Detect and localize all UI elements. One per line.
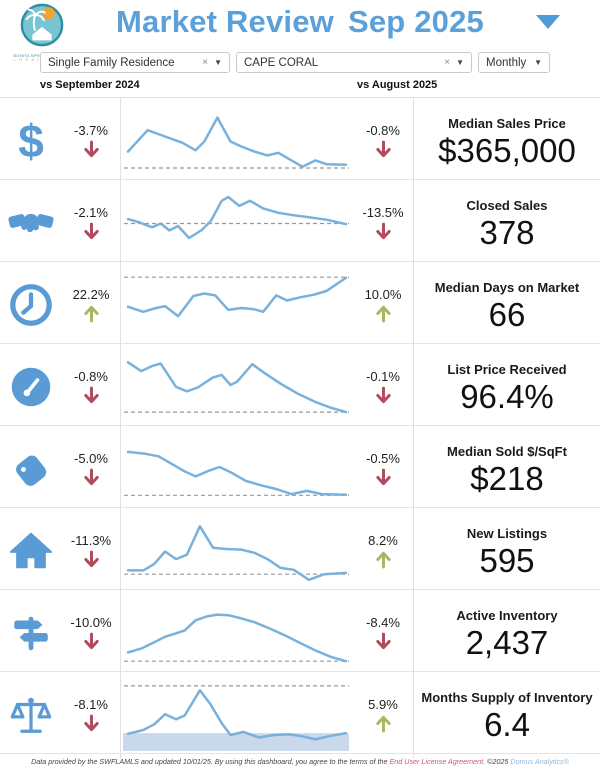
metric-row-active-inventory: -10.0% -8.4% Active Inventory 2,437 xyxy=(0,589,600,676)
metric-name: Median Days on Market xyxy=(434,279,580,295)
eula-link[interactable]: End User License Agreement. xyxy=(389,757,486,766)
gauge-icon xyxy=(0,365,62,409)
chevron-down-icon[interactable]: ▼ xyxy=(456,58,464,67)
trend-arrow-icon xyxy=(375,632,391,649)
dollar-icon: $ xyxy=(18,115,44,167)
yoy-change-value: -3.7% xyxy=(74,122,108,138)
metric-row-median-days-on-market: 22.2% 10.0% Median Days on Market 66 xyxy=(0,261,600,348)
sparkline-chart xyxy=(120,508,353,594)
clear-filter-icon[interactable]: × xyxy=(444,57,451,68)
property-type-value: Single Family Residence xyxy=(48,56,175,69)
trend-arrow-icon xyxy=(83,468,99,485)
report-period: Sep 2025 xyxy=(347,4,484,39)
yoy-change-value: 22.2% xyxy=(72,286,110,302)
mom-change-value: 10.0% xyxy=(364,286,402,302)
footer-disclaimer: Data provided by the SWFLAMLS and update… xyxy=(0,757,600,766)
metric-row-list-price-received: -0.8% -0.1% List Price Received 96.4% xyxy=(0,343,600,430)
yoy-change-value: -5.0% xyxy=(74,450,108,466)
footer-copyright: ©2025 xyxy=(485,757,511,766)
sparkline-chart xyxy=(120,344,353,430)
trend-arrow-icon xyxy=(83,305,99,322)
mom-comparison-label: vs August 2025 xyxy=(357,79,438,91)
yoy-change-value: -11.3% xyxy=(70,532,112,548)
page-title-text: Market Review xyxy=(115,4,334,39)
clear-filter-icon[interactable]: × xyxy=(202,57,209,68)
metric-name: Months Supply of Inventory xyxy=(421,689,593,705)
trend-arrow-icon xyxy=(83,632,99,649)
yoy-change-value: -10.0% xyxy=(70,614,112,630)
metric-row-closed-sales: -2.1% -13.5% Closed Sales 378 xyxy=(0,179,600,266)
metric-name: Active Inventory xyxy=(456,607,558,623)
mom-change-value: 8.2% xyxy=(368,532,398,548)
metric-value: 595 xyxy=(479,541,535,579)
period-dropdown-caret-icon[interactable] xyxy=(536,15,560,29)
yoy-change-value: -0.8% xyxy=(74,368,108,384)
house-icon xyxy=(0,528,62,574)
mom-change-value: -8.4% xyxy=(366,614,400,630)
tag-icon xyxy=(0,446,62,492)
trend-arrow-icon xyxy=(375,222,391,239)
metric-value: 6.4 xyxy=(484,705,530,743)
metrics-table: $ -3.7% -0.8% Median Sales Price $365,00… xyxy=(0,97,600,758)
metric-value: 96.4% xyxy=(460,377,554,415)
mom-change-value: 5.9% xyxy=(368,696,398,712)
mom-change-value: -0.5% xyxy=(366,450,400,466)
metric-row-median-sold-per-sqft: -5.0% -0.5% Median Sold $/SqFt $218 xyxy=(0,425,600,512)
mom-change-value: -13.5% xyxy=(362,204,404,220)
sparkline-chart xyxy=(120,672,353,758)
logo-emblem-icon xyxy=(20,3,64,47)
chevron-down-icon[interactable]: ▼ xyxy=(214,58,222,67)
trend-arrow-icon xyxy=(375,551,391,568)
trend-arrow-icon xyxy=(83,550,99,567)
footer-text: Data provided by the SWFLAMLS and update… xyxy=(31,757,390,766)
yoy-change-value: -8.1% xyxy=(74,696,108,712)
chevron-down-icon[interactable]: ▼ xyxy=(534,58,542,67)
trend-arrow-icon xyxy=(83,714,99,731)
signpost-icon xyxy=(0,610,62,656)
clock-icon xyxy=(0,282,62,328)
metric-value: $218 xyxy=(470,459,544,497)
sparkline-chart xyxy=(120,98,353,184)
brand-link[interactable]: Domus Analytics® xyxy=(510,757,569,766)
trend-arrow-icon xyxy=(83,140,99,157)
page-title: Market Review Sep 2025 xyxy=(116,4,484,39)
trend-arrow-icon xyxy=(375,715,391,732)
metric-value: $365,000 xyxy=(438,131,576,169)
metric-name: New Listings xyxy=(466,525,548,541)
metric-name: Median Sales Price xyxy=(448,115,566,131)
frequency-filter[interactable]: Monthly ▼ xyxy=(478,52,550,73)
scale-icon xyxy=(0,692,62,738)
trend-arrow-icon xyxy=(83,386,99,403)
metric-name: Median Sold $/SqFt xyxy=(447,443,567,459)
metric-row-months-supply: -8.1% 5.9% Months Supply of Inventory 6.… xyxy=(0,671,600,758)
city-filter[interactable]: CAPE CORAL × ▼ xyxy=(236,52,472,73)
property-type-filter[interactable]: Single Family Residence × ▼ xyxy=(40,52,230,73)
handshake-icon xyxy=(0,200,62,246)
yoy-change-value: -2.1% xyxy=(74,204,108,220)
metric-row-median-sales-price: $ -3.7% -0.8% Median Sales Price $365,00… xyxy=(0,97,600,184)
metric-value: 66 xyxy=(488,295,526,333)
sparkline-chart xyxy=(120,590,353,676)
trend-arrow-icon xyxy=(375,386,391,403)
metric-name: Closed Sales xyxy=(466,197,548,213)
frequency-value: Monthly xyxy=(486,56,527,69)
metric-value: 378 xyxy=(479,213,535,251)
metric-name: List Price Received xyxy=(447,361,567,377)
trend-arrow-icon xyxy=(375,140,391,157)
sparkline-chart xyxy=(120,262,353,348)
mom-change-value: -0.1% xyxy=(366,368,400,384)
metric-value: 2,437 xyxy=(465,623,549,661)
trend-arrow-icon xyxy=(375,468,391,485)
mom-change-value: -0.8% xyxy=(366,122,400,138)
sparkline-chart xyxy=(120,426,353,512)
sparkline-chart xyxy=(120,180,353,266)
city-value: CAPE CORAL xyxy=(244,56,319,69)
metric-row-new-listings: -11.3% 8.2% New Listings 595 xyxy=(0,507,600,594)
trend-arrow-icon xyxy=(83,222,99,239)
trend-arrow-icon xyxy=(375,305,391,322)
yoy-comparison-label: vs September 2024 xyxy=(40,79,140,91)
